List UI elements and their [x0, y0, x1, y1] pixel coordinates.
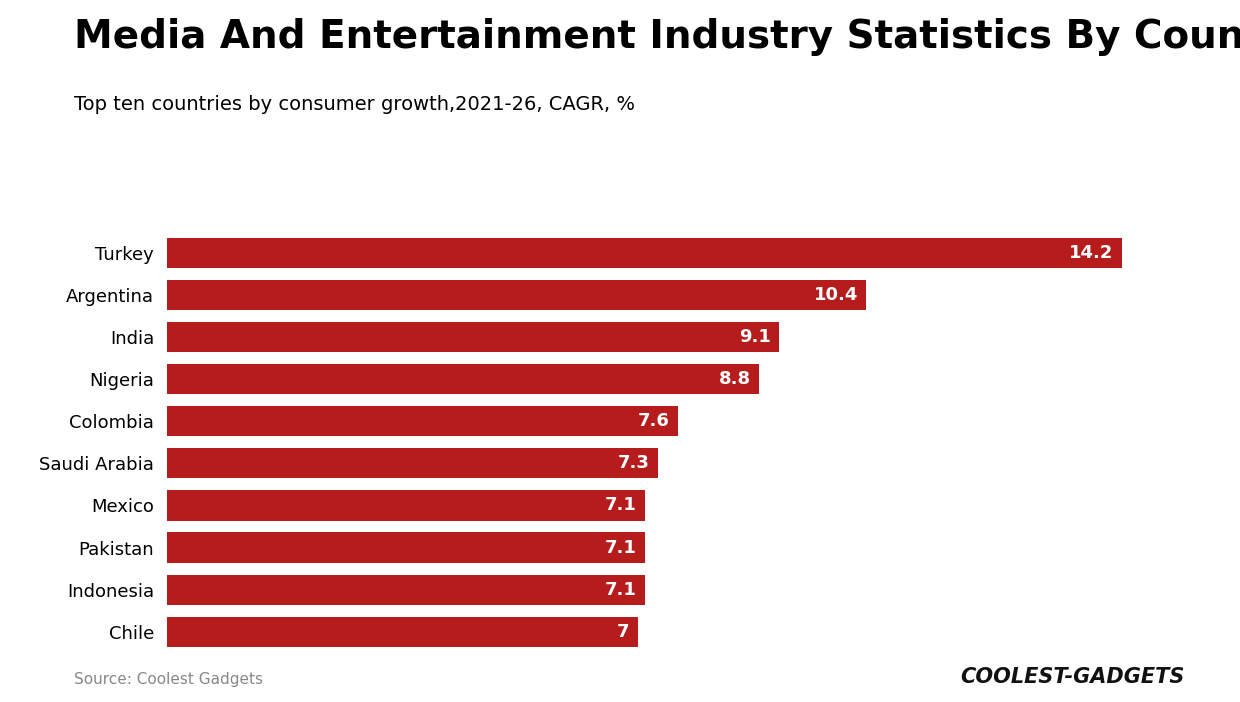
Text: Top ten countries by consumer growth,2021-26, CAGR, %: Top ten countries by consumer growth,202…: [74, 95, 635, 114]
Bar: [167, 490, 645, 521]
Text: 7.3: 7.3: [618, 454, 650, 472]
Bar: [167, 279, 867, 310]
Text: 7: 7: [618, 623, 630, 641]
Bar: [167, 322, 779, 352]
Text: COOLEST-GADGETS: COOLEST-GADGETS: [960, 667, 1184, 687]
Text: 14.2: 14.2: [1069, 244, 1114, 262]
Text: 7.1: 7.1: [605, 496, 636, 515]
Text: 7.1: 7.1: [605, 581, 636, 599]
Bar: [167, 364, 759, 395]
Text: 9.1: 9.1: [739, 328, 771, 346]
Text: 7.1: 7.1: [605, 538, 636, 557]
Text: Media And Entertainment Industry Statistics By Country: Media And Entertainment Industry Statist…: [74, 18, 1240, 55]
Bar: [167, 532, 645, 563]
Text: 8.8: 8.8: [718, 370, 750, 388]
Bar: [167, 237, 1122, 268]
Text: 7.6: 7.6: [639, 412, 670, 430]
Bar: [167, 616, 637, 647]
Text: 10.4: 10.4: [813, 286, 858, 304]
Bar: [167, 406, 678, 437]
Bar: [167, 448, 658, 479]
Text: Source: Coolest Gadgets: Source: Coolest Gadgets: [74, 672, 263, 687]
Bar: [167, 574, 645, 605]
